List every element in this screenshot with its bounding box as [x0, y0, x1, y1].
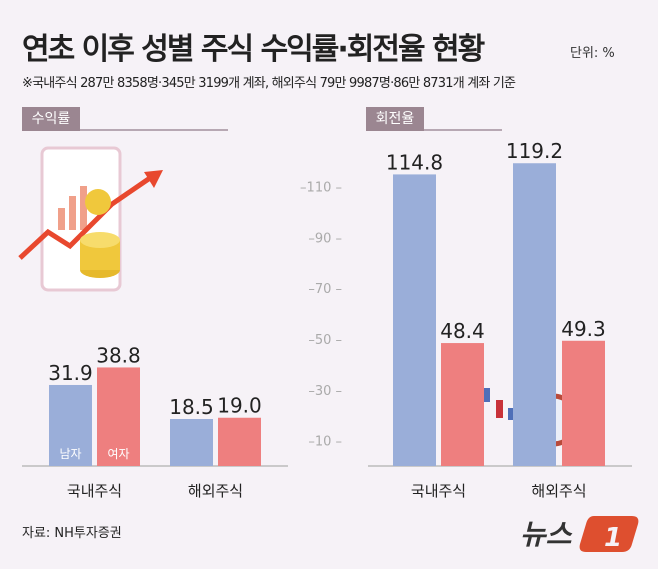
value-label: 18.5: [169, 395, 214, 419]
value-label: 48.4: [440, 319, 485, 343]
y-tick-label: –70 –: [308, 282, 342, 297]
bar: [170, 419, 213, 466]
bar: [218, 417, 261, 466]
bar: [441, 343, 484, 466]
svg-text:뉴스: 뉴스: [520, 518, 573, 551]
bar: [393, 174, 436, 466]
news1-logo: 뉴스 1: [520, 508, 640, 554]
y-tick-label: –110 –: [300, 181, 342, 196]
source-label: 자료: NH투자증권: [22, 526, 122, 541]
value-label: 19.0: [217, 394, 262, 418]
bar: [97, 367, 140, 466]
unit-label: 단위: %: [570, 46, 615, 61]
value-label: 114.8: [386, 150, 443, 174]
category-label: 해외주식: [531, 482, 586, 500]
legend-label: 여자: [107, 447, 129, 461]
value-label: 31.9: [48, 361, 93, 385]
value-label: 38.8: [96, 343, 141, 367]
y-tick-label: –10 –: [308, 435, 342, 450]
value-label: 119.2: [506, 139, 563, 163]
section-header-return: 수익률: [22, 107, 228, 131]
category-label: 해외주식: [188, 482, 243, 500]
divider: [424, 129, 502, 131]
growth-illustration-icon: [18, 146, 163, 292]
footnote: ※국내주식 287만 8358명·345만 3199개 계좌, 해외주식 79만…: [22, 76, 516, 91]
section-tab-return: 수익률: [22, 107, 80, 131]
bar: [49, 384, 92, 466]
bar: [513, 163, 556, 466]
section-tab-turnover: 회전율: [366, 107, 424, 131]
page-title: 연초 이후 성별 주식 수익률·회전율 현황: [22, 32, 485, 67]
y-tick-label: –90 –: [308, 231, 342, 246]
y-tick-label: –30 –: [308, 384, 342, 399]
legend-label: 남자: [59, 447, 81, 461]
turnover-chart: 114.8 48.4 국내주식 119.2 49.3 해외주식 –10 – –30 – –50 …: [300, 139, 632, 500]
y-tick-label: –50 –: [308, 333, 342, 348]
category-label: 국내주식: [67, 482, 122, 500]
divider: [80, 129, 228, 131]
category-label: 국내주식: [411, 482, 466, 500]
bar: [562, 340, 605, 466]
svg-text:1: 1: [604, 523, 622, 553]
section-header-turnover: 회전율: [366, 107, 502, 131]
value-label: 49.3: [561, 317, 606, 341]
